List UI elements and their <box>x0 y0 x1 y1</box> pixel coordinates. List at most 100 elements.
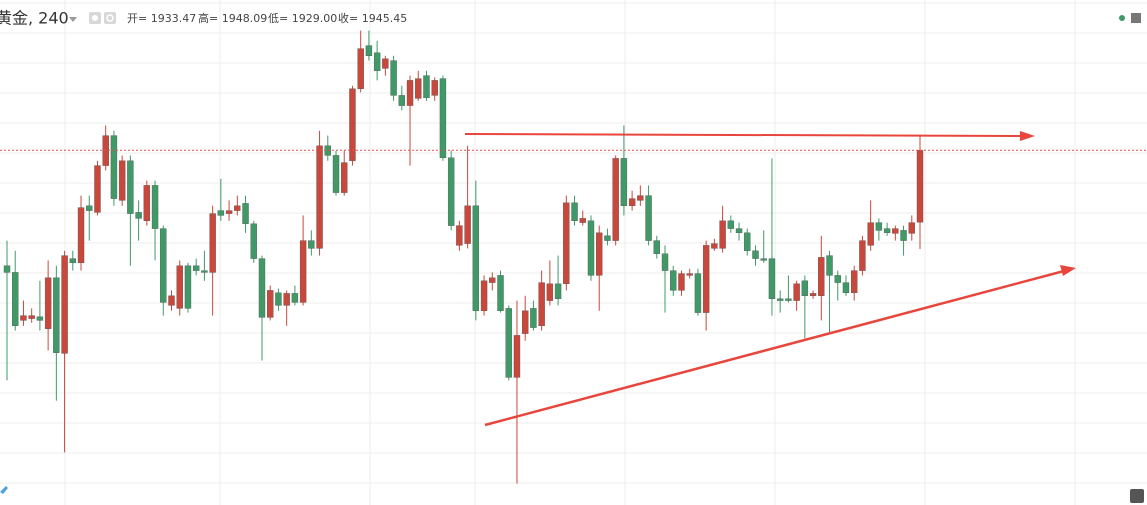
candle-body <box>217 210 225 216</box>
candle-body <box>209 213 216 273</box>
candle-body <box>727 220 735 229</box>
candle-body <box>192 265 200 271</box>
ohlc-fields: 开= 1933.47 高= 1948.09 低= 1929.00 收= 1945.45 <box>127 11 407 25</box>
status-dot <box>1119 15 1125 21</box>
candle-body <box>637 195 644 201</box>
ohlc-field: 开= 1933.47 <box>127 12 196 25</box>
candle-body <box>160 228 167 303</box>
candle-body <box>908 222 915 234</box>
candle-body <box>678 273 685 291</box>
candle-body <box>554 283 562 299</box>
candle-body <box>291 293 299 303</box>
candle-body <box>143 185 151 221</box>
candle-body <box>341 162 348 193</box>
menu-button[interactable] <box>1131 13 1141 23</box>
candle-body <box>694 273 702 313</box>
candle-body <box>480 280 488 311</box>
candle-body <box>596 232 603 276</box>
trend-lines <box>464 131 1076 427</box>
candle-body <box>472 205 480 312</box>
candle-body <box>538 282 545 327</box>
candle-body <box>612 158 619 241</box>
candle-body <box>151 185 159 229</box>
candle-body <box>497 275 504 311</box>
candle-body <box>127 160 134 214</box>
candle-body <box>3 265 11 273</box>
candle-body <box>423 75 430 98</box>
candle-body <box>431 80 438 96</box>
candle-body <box>702 245 710 313</box>
candle-body <box>118 160 126 201</box>
settings-button[interactable] <box>104 12 116 24</box>
candle-body <box>373 52 381 71</box>
candle-body <box>834 275 841 283</box>
candle-body <box>398 95 406 106</box>
candle-body <box>234 205 241 211</box>
candle-body <box>760 258 767 261</box>
candle-body <box>28 315 35 319</box>
candle-body <box>53 277 60 353</box>
candle-body <box>36 316 44 321</box>
candle-body <box>184 265 192 309</box>
candle-body <box>809 293 817 296</box>
candle-body <box>275 292 282 306</box>
candle-body <box>859 240 866 271</box>
candle-body <box>842 282 850 294</box>
icon <box>106 14 114 22</box>
candle-body <box>513 335 521 378</box>
candle-body <box>201 270 208 273</box>
candle-body <box>20 315 27 321</box>
candle-body <box>447 157 455 226</box>
candle-body <box>653 240 660 255</box>
dropdown-icon[interactable] <box>69 17 77 22</box>
candle-body <box>406 80 414 106</box>
candle-body <box>332 155 340 193</box>
scroll-icon[interactable] <box>0 486 8 494</box>
candle-body <box>94 165 101 213</box>
ohlc-field: 高= 1948.09 <box>198 11 267 25</box>
candle-body <box>258 258 266 318</box>
candle-body <box>382 58 389 69</box>
candle-body <box>686 273 693 276</box>
arrow-head <box>1020 131 1035 141</box>
candle-body <box>645 195 652 241</box>
candle-body <box>892 228 899 234</box>
candle-body <box>242 203 249 224</box>
candle-body <box>670 270 677 291</box>
candle-body <box>530 308 537 328</box>
candle-body <box>571 202 578 222</box>
candle-body <box>900 230 907 241</box>
candle-body <box>250 223 257 259</box>
resistance-line <box>464 133 1026 137</box>
candle-body <box>505 308 512 378</box>
corner-button[interactable] <box>1130 489 1144 503</box>
candle-body <box>61 255 68 354</box>
candle-body <box>785 298 792 301</box>
candle-body <box>719 220 726 249</box>
candle-body <box>752 250 759 259</box>
candle-body <box>308 240 315 249</box>
candle-body <box>168 295 175 306</box>
candle-body <box>883 228 891 234</box>
candle-body <box>135 212 142 219</box>
candle-body <box>563 202 570 285</box>
vertical-grid <box>64 0 1076 505</box>
candle-body <box>283 293 290 306</box>
candle-body <box>768 258 776 300</box>
candle-body <box>176 265 183 309</box>
candle-body <box>628 198 636 207</box>
candle-body <box>12 272 19 326</box>
candle-body <box>793 283 800 301</box>
candle-body <box>776 298 784 301</box>
candle-body <box>316 145 323 249</box>
arrow-head <box>1060 265 1076 276</box>
candle-body <box>875 222 883 231</box>
candle-body <box>365 45 373 56</box>
candle-body <box>521 310 529 334</box>
candle-body <box>744 232 751 252</box>
candle-body <box>77 207 85 264</box>
header: 黄金, 240 开= 1933.47 高= 1948.09 低= 1929.00 收=… <box>0 9 407 28</box>
candle-body <box>620 158 628 206</box>
